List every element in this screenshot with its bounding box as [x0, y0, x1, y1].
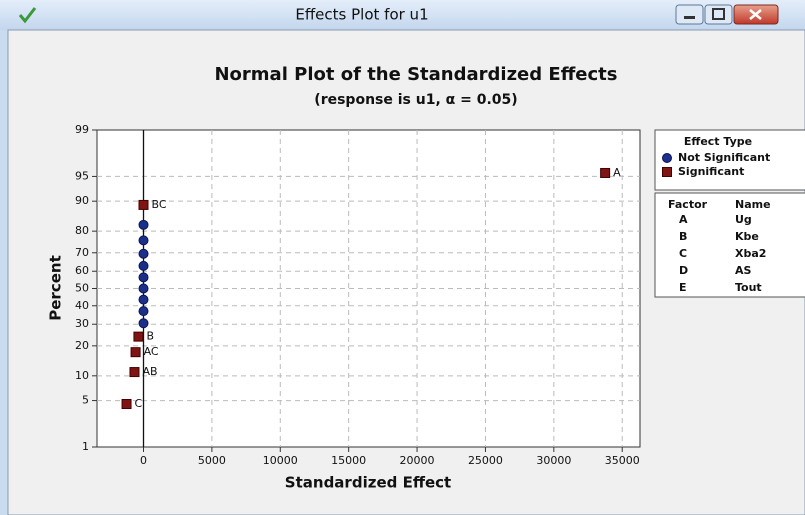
data-point: [129, 367, 140, 378]
y-tick-label: 50: [75, 282, 89, 295]
data-point: [133, 331, 144, 342]
y-tick-label: 30: [75, 317, 89, 330]
table-cell: B: [679, 230, 687, 243]
panel-border: [7, 29, 805, 515]
factor-table-box: [654, 192, 805, 298]
y-tick-label: 10: [75, 369, 89, 382]
data-point: [138, 318, 149, 329]
y-tick-label: 70: [75, 246, 89, 259]
y-tick-label: 40: [75, 299, 89, 312]
y-axis-label: Percent: [47, 255, 65, 320]
chart-title: Normal Plot of the Standardized Effects: [214, 64, 617, 85]
legend-label: Significant: [678, 165, 744, 178]
table-cell: D: [679, 264, 688, 277]
point-label: A: [613, 166, 621, 179]
y-tick-label: 90: [75, 194, 89, 207]
data-point: [121, 399, 132, 410]
table-cell: A: [679, 213, 688, 226]
point-label: AB: [142, 365, 157, 378]
data-point: [138, 235, 149, 246]
data-point: [130, 347, 141, 358]
x-tick-label: 0: [140, 454, 147, 467]
table-header: Name: [735, 198, 771, 211]
data-point: [600, 167, 611, 178]
minimize-icon: [684, 16, 695, 19]
table-cell: Xba2: [735, 247, 766, 260]
legend-marker: [662, 153, 672, 163]
table-header: Factor: [668, 198, 708, 211]
y-tick-label: 20: [75, 339, 89, 352]
data-point: [138, 283, 149, 294]
table-cell: Tout: [735, 281, 762, 294]
x-tick-label: 35000: [605, 454, 640, 467]
point-label: B: [146, 330, 154, 343]
y-tick-label: 80: [75, 224, 89, 237]
data-point: [138, 272, 149, 283]
legend-title: Effect Type: [684, 135, 752, 148]
x-axis-label: Standardized Effect: [285, 474, 451, 492]
y-tick-label: 95: [75, 169, 89, 182]
y-tick-label: 60: [75, 264, 89, 277]
y-tick-label: 5: [82, 394, 89, 407]
app-icon: [18, 7, 37, 24]
title-bar: [0, 0, 805, 30]
y-tick-label: 1: [82, 440, 89, 453]
window-title: Effects Plot for u1: [295, 6, 428, 24]
data-point: [138, 260, 149, 271]
table-cell: Ug: [735, 213, 752, 226]
x-tick-label: 15000: [331, 454, 366, 467]
minimize-button[interactable]: [675, 4, 704, 25]
maximize-button[interactable]: [704, 4, 733, 25]
table-cell: AS: [735, 264, 752, 277]
data-point: [138, 306, 149, 317]
data-point: [138, 294, 149, 305]
close-icon: [749, 9, 762, 20]
x-tick-label: 25000: [468, 454, 503, 467]
data-point: [138, 199, 149, 210]
data-point: [138, 248, 149, 259]
maximize-icon: [712, 8, 725, 20]
table-cell: C: [679, 247, 687, 260]
point-label: AC: [144, 345, 159, 358]
legend-marker: [662, 167, 672, 177]
table-cell: E: [679, 281, 687, 294]
legend-label: Not Significant: [678, 151, 770, 164]
y-tick-label: 99: [75, 123, 89, 136]
point-label: BC: [152, 198, 167, 211]
data-point: [138, 219, 149, 230]
point-label: C: [135, 397, 143, 410]
legend-box: [654, 129, 805, 191]
x-tick-label: 30000: [536, 454, 571, 467]
x-tick-label: 10000: [263, 454, 298, 467]
chart-subtitle: (response is u1, α = 0.05): [314, 92, 517, 108]
table-cell: Kbe: [735, 230, 759, 243]
x-tick-label: 20000: [400, 454, 435, 467]
x-tick-label: 5000: [198, 454, 226, 467]
